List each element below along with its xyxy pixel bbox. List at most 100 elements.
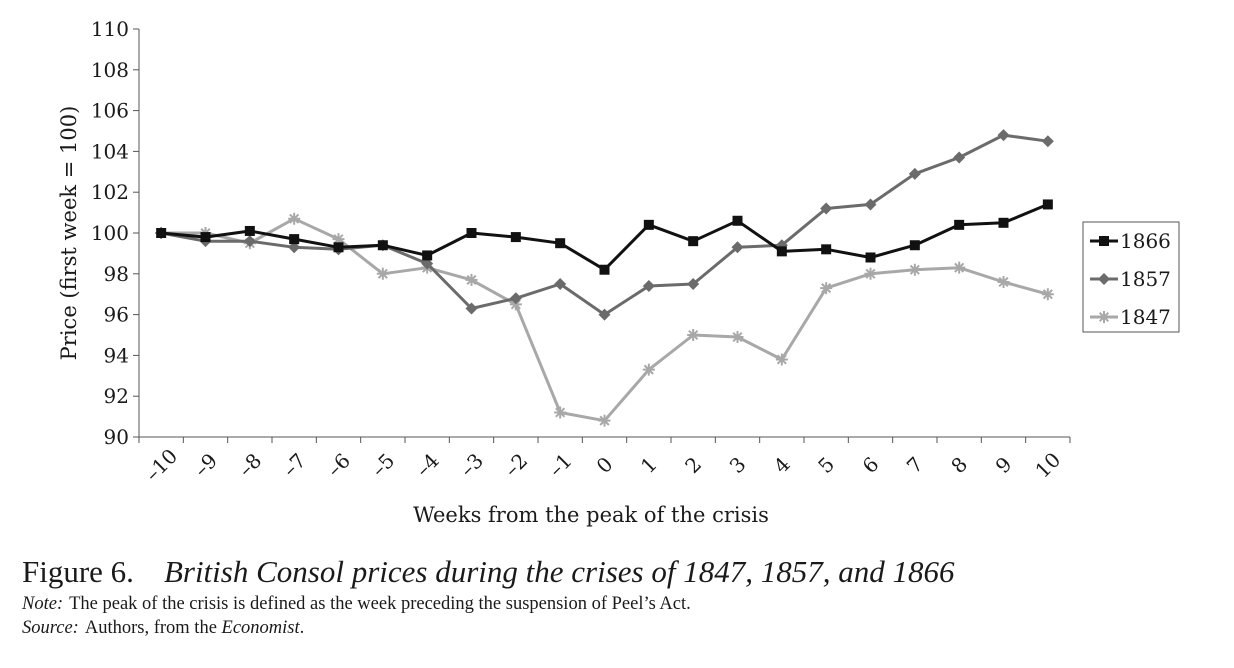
x-tick-label: –3 [455, 448, 488, 481]
y-tick-label: 108 [91, 58, 129, 82]
x-tick-label: –9 [189, 448, 222, 481]
series-1857 [155, 129, 1054, 321]
x-tick-label: –8 [233, 448, 266, 481]
data-point-1847 [1041, 288, 1054, 301]
data-point-1866 [776, 246, 787, 257]
x-tick-label: 9 [991, 452, 1017, 478]
data-point-1847 [642, 363, 655, 376]
x-tick-label: –5 [366, 448, 399, 481]
y-tick-label: 92 [104, 384, 129, 408]
legend-label: 1857 [1120, 267, 1171, 291]
figure-heading: Figure 6. British Consol prices during th… [22, 552, 1222, 592]
figure-title: British Consol prices during the crises … [163, 554, 955, 589]
data-point-1866 [1042, 199, 1053, 210]
y-tick-label: 100 [91, 221, 129, 245]
legend-label: 1866 [1120, 229, 1171, 253]
data-point-1857 [820, 202, 833, 215]
x-tick-label: 2 [680, 452, 706, 478]
data-point-1857 [465, 302, 478, 315]
data-point-1866 [998, 217, 1009, 228]
data-point-1857 [509, 292, 522, 305]
data-point-1847 [775, 353, 788, 366]
data-point-1847 [687, 329, 700, 341]
data-point-1847 [953, 261, 966, 274]
x-tick-label: 6 [858, 452, 884, 478]
y-tick-label: 90 [104, 425, 129, 449]
data-point-1847 [376, 267, 389, 280]
data-point-1866 [510, 232, 521, 243]
data-point-1847 [908, 263, 921, 276]
y-tick-label: 110 [91, 17, 129, 41]
figure-source: Source: Authors, from the Economist. [22, 616, 1222, 640]
x-tick-label: 4 [769, 452, 795, 478]
data-point-1866 [156, 228, 167, 238]
legend-item-1847: 1847 [1090, 305, 1171, 329]
data-point-1866 [555, 238, 566, 249]
data-point-1866 [200, 232, 211, 243]
data-point-1857 [1041, 135, 1054, 148]
data-point-1866 [909, 240, 920, 251]
data-point-1866 [422, 250, 433, 261]
line-chart: Price (first week = 100) Weeks from the … [57, 17, 1180, 527]
data-point-1857 [687, 278, 700, 290]
data-point-1857 [288, 241, 301, 254]
data-point-1866 [865, 252, 876, 263]
x-tick-label: –2 [499, 448, 532, 481]
x-tick-label: 7 [902, 452, 928, 478]
data-point-1857 [421, 257, 434, 270]
source-label: Source: [22, 618, 79, 638]
data-point-1857 [642, 280, 655, 293]
data-point-1847 [554, 406, 567, 419]
data-point-1866 [377, 240, 388, 251]
legend-swatch-marker [1098, 273, 1110, 285]
y-tick-label: 104 [91, 139, 129, 163]
data-point-1866 [688, 236, 699, 247]
data-point-1857 [554, 278, 567, 290]
legend: 1866 1857 1847 [1082, 221, 1180, 333]
data-point-1847 [288, 212, 301, 225]
data-point-1866 [466, 228, 477, 238]
x-tick-label: 3 [725, 452, 751, 478]
data-point-1857 [864, 198, 877, 211]
y-tick-label: 94 [104, 343, 129, 367]
data-point-1847 [731, 331, 744, 344]
x-tick-label: 1 [636, 452, 662, 478]
data-point-1857 [997, 129, 1010, 142]
x-tick-label: 0 [592, 452, 618, 478]
y-tick-label: 106 [91, 99, 129, 123]
data-point-1866 [244, 225, 255, 236]
x-tick-label: –10 [140, 444, 182, 486]
x-tick-label: 10 [1030, 448, 1065, 483]
x-axis-label: Weeks from the peak of the crisis [413, 503, 769, 527]
source-text-end: . [299, 618, 305, 638]
x-tick-label: –6 [322, 448, 355, 481]
data-point-1866 [821, 244, 832, 255]
x-tick-label: –1 [544, 448, 577, 481]
data-point-1857 [953, 151, 966, 164]
data-point-1857 [243, 235, 256, 248]
series-lines [155, 129, 1054, 427]
y-tick-label: 96 [104, 303, 129, 327]
data-point-1847 [820, 282, 833, 295]
data-point-1866 [643, 219, 654, 230]
data-point-1866 [732, 215, 743, 226]
legend-label: 1847 [1120, 305, 1171, 329]
data-point-1857 [908, 167, 921, 180]
data-point-1847 [864, 267, 877, 280]
note-text: The peak of the crisis is defined as the… [69, 594, 691, 614]
y-axis-label: Price (first week = 100) [57, 106, 81, 361]
series-line-1857 [160, 133, 1049, 317]
data-point-1847 [598, 414, 611, 427]
x-tick-label: 5 [813, 452, 839, 478]
data-point-1847 [465, 273, 478, 286]
source-publication: Economist [221, 618, 300, 638]
data-point-1847 [332, 233, 345, 246]
data-point-1847 [509, 298, 522, 311]
figure-note: Note: The peak of the crisis is defined a… [22, 592, 1222, 616]
x-tick-label: 8 [946, 452, 972, 478]
y-tick-label: 102 [91, 180, 129, 204]
legend-swatch-marker [1099, 236, 1109, 246]
series-1866 [156, 199, 1053, 275]
data-point-1857 [731, 241, 744, 254]
figure-label: Figure 6. [22, 554, 134, 589]
